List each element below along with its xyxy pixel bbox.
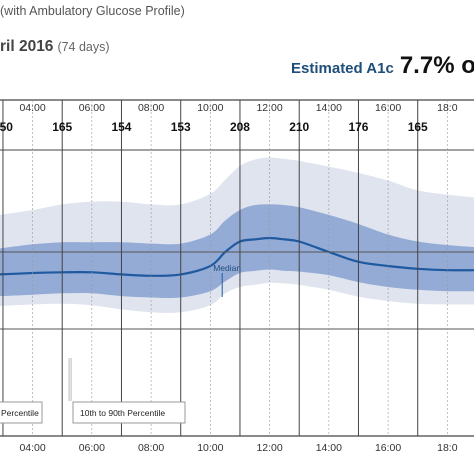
estimated-a1c: Estimated A1c 7.7% o — [291, 52, 474, 80]
x-tick-label-bottom: 06:00 — [79, 442, 105, 454]
date-range: ril 2016 (74 days) — [0, 38, 110, 56]
x-tick-label-top: 08:00 — [138, 102, 164, 114]
hourly-glucose-value: 165 — [408, 120, 428, 134]
hourly-glucose-value: 150 — [0, 120, 13, 134]
days-count: (74 days) — [57, 40, 110, 54]
hourly-glucose-value: 153 — [171, 120, 191, 134]
hourly-glucose-value: 208 — [230, 120, 250, 134]
date-range-text: ril 2016 — [0, 38, 54, 55]
x-tick-label-top: 06:00 — [79, 102, 105, 114]
x-tick-label-bottom: 16:00 — [375, 442, 401, 454]
a1c-label: Estimated A1c — [291, 60, 394, 77]
x-tick-label-top: 04:00 — [19, 102, 45, 114]
x-tick-label-bottom: 18:0 — [437, 442, 458, 454]
x-tick-label-top: 14:00 — [316, 102, 342, 114]
hourly-glucose-value: 165 — [52, 120, 72, 134]
x-tick-label-bottom: 14:00 — [316, 442, 342, 454]
x-tick-label-bottom: 12:00 — [256, 442, 282, 454]
hourly-glucose-value: 154 — [111, 120, 131, 134]
x-tick-label-top: 16:00 — [375, 102, 401, 114]
legend-box-outer — [72, 401, 186, 424]
x-tick-label-bottom: 08:00 — [138, 442, 164, 454]
report-subtitle: (with Ambulatory Glucose Profile) — [0, 4, 185, 18]
x-tick-label-top: 12:00 — [256, 102, 282, 114]
legend-inner-label: Percentile — [1, 408, 39, 418]
x-tick-label-bottom: 10:00 — [197, 442, 223, 454]
median-annotation: Median — [213, 263, 241, 273]
x-tick-label-top: 18:0 — [437, 102, 458, 114]
a1c-value: 7.7% o — [399, 52, 474, 79]
x-tick-label-top: 10:00 — [197, 102, 223, 114]
median-line — [0, 236, 474, 277]
hourly-glucose-value: 176 — [348, 120, 368, 134]
hourly-glucose-value: 210 — [289, 120, 309, 134]
legend-box-inner — [0, 401, 43, 424]
legend-outer-label: 10th to 90th Percentile — [80, 408, 165, 418]
x-tick-label-bottom: 04:00 — [19, 442, 45, 454]
